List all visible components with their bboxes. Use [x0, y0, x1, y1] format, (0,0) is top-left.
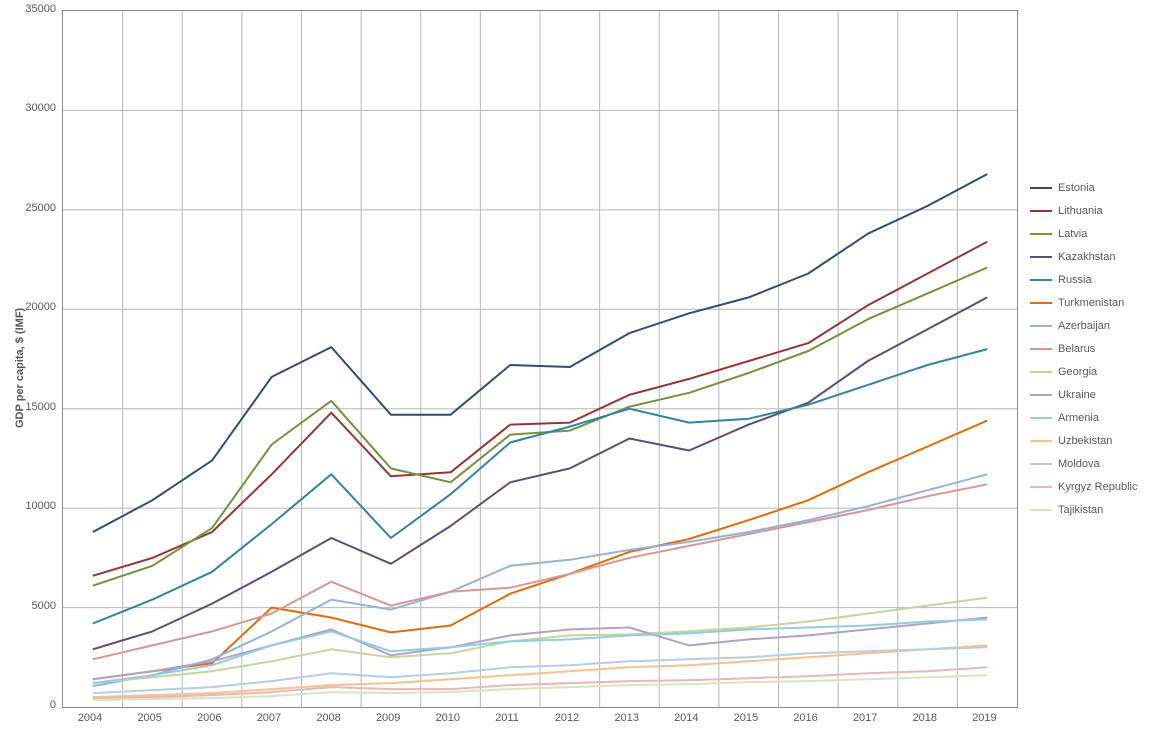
legend-item: Moldova [1030, 458, 1137, 470]
legend-item: Georgia [1030, 366, 1137, 378]
x-tick-label: 2017 [853, 712, 877, 724]
legend-swatch [1030, 417, 1052, 419]
x-tick-label: 2018 [913, 712, 937, 724]
legend-item: Armenia [1030, 412, 1137, 424]
y-tick-label: 0 [50, 699, 56, 711]
legend-item: Estonia [1030, 182, 1137, 194]
legend-label: Kazakhstan [1058, 251, 1115, 263]
x-tick-label: 2016 [793, 712, 817, 724]
legend-label: Kyrgyz Republic [1058, 481, 1137, 493]
y-tick-label: 25000 [25, 202, 56, 214]
x-tick-label: 2013 [614, 712, 638, 724]
legend-item: Tajikistan [1030, 504, 1137, 516]
x-tick-label: 2005 [137, 712, 161, 724]
legend-item: Latvia [1030, 228, 1137, 240]
legend: Estonia Lithuania Latvia Kazakhstan Russia Tu… [1030, 182, 1137, 527]
legend-label: Lithuania [1058, 205, 1103, 217]
plot-area [62, 10, 1018, 708]
legend-swatch [1030, 279, 1052, 281]
legend-item: Uzbekistan [1030, 435, 1137, 447]
legend-item: Kyrgyz Republic [1030, 481, 1137, 493]
legend-item: Turkmenistan [1030, 297, 1137, 309]
legend-label: Latvia [1058, 228, 1087, 240]
legend-swatch [1030, 256, 1052, 258]
x-tick-label: 2006 [197, 712, 221, 724]
legend-swatch [1030, 325, 1052, 327]
legend-swatch [1030, 348, 1052, 350]
y-axis-title: GDP per capita, $ (IMF) [14, 308, 26, 428]
legend-label: Estonia [1058, 182, 1095, 194]
y-tick-label: 5000 [32, 600, 56, 612]
legend-label: Georgia [1058, 366, 1097, 378]
legend-swatch [1030, 509, 1052, 511]
legend-swatch [1030, 187, 1052, 189]
legend-item: Lithuania [1030, 205, 1137, 217]
legend-label: Turkmenistan [1058, 297, 1124, 309]
legend-label: Armenia [1058, 412, 1099, 424]
y-tick-label: 20000 [25, 301, 56, 313]
legend-item: Russia [1030, 274, 1137, 286]
legend-swatch [1030, 440, 1052, 442]
legend-label: Uzbekistan [1058, 435, 1112, 447]
y-tick-label: 35000 [25, 3, 56, 15]
gdp-per-capita-chart: GDP per capita, $ (IMF) Estonia Lithuania… [0, 0, 1154, 738]
x-tick-label: 2015 [734, 712, 758, 724]
legend-label: Russia [1058, 274, 1092, 286]
x-tick-label: 2012 [555, 712, 579, 724]
x-tick-label: 2011 [495, 712, 519, 724]
y-tick-label: 30000 [25, 102, 56, 114]
legend-label: Azerbaijan [1058, 320, 1110, 332]
legend-swatch [1030, 463, 1052, 465]
legend-label: Moldova [1058, 458, 1100, 470]
legend-swatch [1030, 302, 1052, 304]
x-tick-label: 2004 [78, 712, 102, 724]
legend-label: Belarus [1058, 343, 1095, 355]
legend-swatch [1030, 210, 1052, 212]
legend-swatch [1030, 394, 1052, 396]
x-tick-label: 2008 [316, 712, 340, 724]
legend-swatch [1030, 371, 1052, 373]
x-tick-label: 2014 [674, 712, 698, 724]
legend-swatch [1030, 233, 1052, 235]
legend-item: Kazakhstan [1030, 251, 1137, 263]
y-tick-label: 15000 [25, 401, 56, 413]
legend-item: Ukraine [1030, 389, 1137, 401]
legend-item: Belarus [1030, 343, 1137, 355]
legend-label: Tajikistan [1058, 504, 1103, 516]
x-tick-label: 2007 [257, 712, 281, 724]
plot-svg [63, 11, 1017, 707]
legend-item: Azerbaijan [1030, 320, 1137, 332]
x-tick-label: 2019 [972, 712, 996, 724]
x-tick-label: 2010 [436, 712, 460, 724]
legend-swatch [1030, 486, 1052, 488]
x-tick-label: 2009 [376, 712, 400, 724]
legend-label: Ukraine [1058, 389, 1096, 401]
y-tick-label: 10000 [25, 500, 56, 512]
